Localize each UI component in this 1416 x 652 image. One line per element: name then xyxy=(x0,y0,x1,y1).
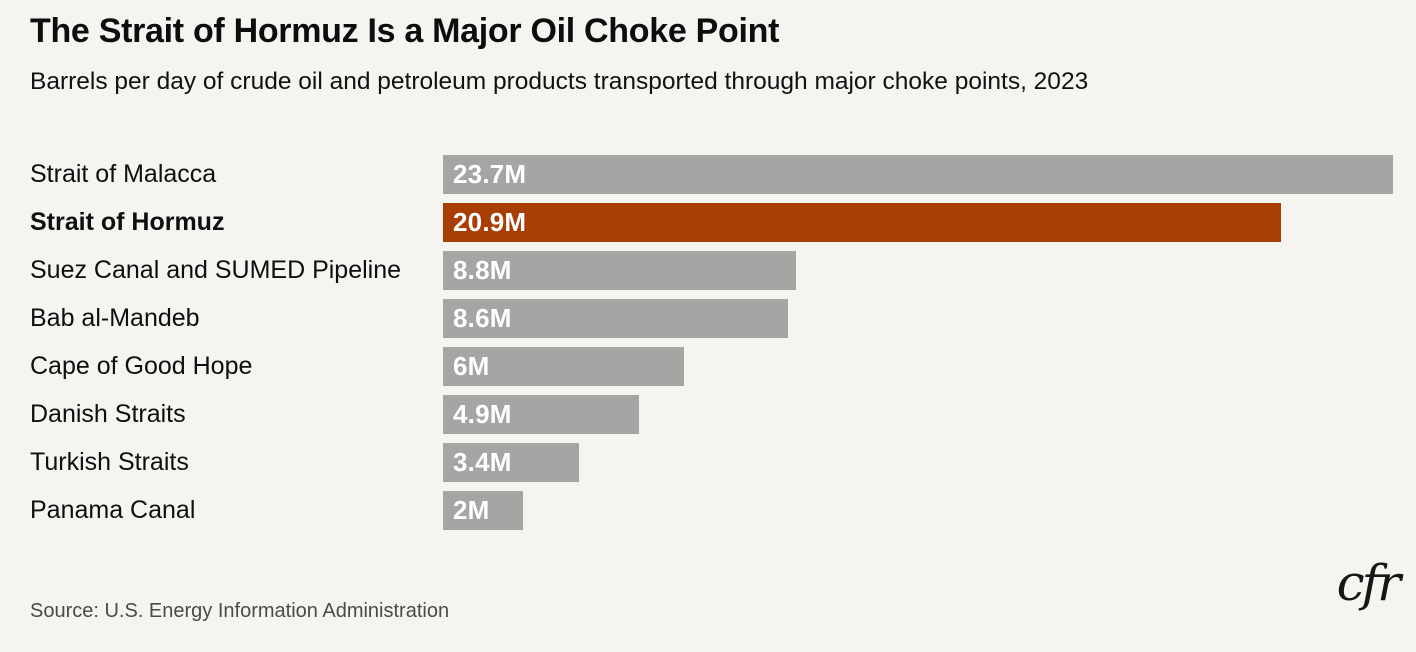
category-label: Bab al-Mandeb xyxy=(30,304,200,332)
value-label: 2M xyxy=(453,495,490,525)
chart-row: Suez Canal and SUMED Pipeline 8.8M xyxy=(30,251,1393,290)
value-label: 3.4M xyxy=(453,447,512,477)
value-label: 8.6M xyxy=(453,303,512,333)
value-label: 23.7M xyxy=(453,159,527,189)
bar: 23.7M xyxy=(443,155,1393,194)
category-label: Cape of Good Hope xyxy=(30,352,253,380)
bar: 20.9M xyxy=(443,203,1281,242)
chart-row: Panama Canal 2M xyxy=(30,491,1393,530)
bar: 6M xyxy=(443,347,684,386)
page-title: The Strait of Hormuz Is a Major Oil Chok… xyxy=(30,12,780,50)
category-label: Panama Canal xyxy=(30,496,196,524)
chart-row: Danish Straits 4.9M xyxy=(30,395,1393,434)
bar: 2M xyxy=(443,491,524,530)
value-label: 20.9M xyxy=(453,207,527,237)
category-label: Suez Canal and SUMED Pipeline xyxy=(30,256,402,284)
chart-row: Bab al-Mandeb 8.6M xyxy=(30,299,1393,338)
chart-row: Turkish Straits 3.4M xyxy=(30,443,1393,482)
category-label: Danish Straits xyxy=(30,400,186,428)
value-label: 6M xyxy=(453,351,490,381)
category-label: Turkish Straits xyxy=(30,448,189,476)
bar: 4.9M xyxy=(443,395,640,434)
value-label: 4.9M xyxy=(453,399,512,429)
page-subtitle: Barrels per day of crude oil and petrole… xyxy=(30,68,1089,95)
bar: 3.4M xyxy=(443,443,580,482)
category-label: Strait of Malacca xyxy=(30,160,217,188)
chart-row: Strait of Hormuz 20.9M xyxy=(30,203,1393,242)
bar: 8.6M xyxy=(443,299,788,338)
bar: 8.8M xyxy=(443,251,796,290)
chart-row: Strait of Malacca 23.7M xyxy=(30,155,1393,194)
value-label: 8.8M xyxy=(453,255,512,285)
bar-chart: Strait of Malacca 23.7M Strait of Hormuz 20… xyxy=(30,155,1393,530)
cfr-logo: cfr xyxy=(1336,554,1401,612)
chart-row: Cape of Good Hope 6M xyxy=(30,347,1393,386)
category-label: Strait of Hormuz xyxy=(30,208,225,236)
source-note: Source: U.S. Energy Information Administ… xyxy=(30,600,450,622)
